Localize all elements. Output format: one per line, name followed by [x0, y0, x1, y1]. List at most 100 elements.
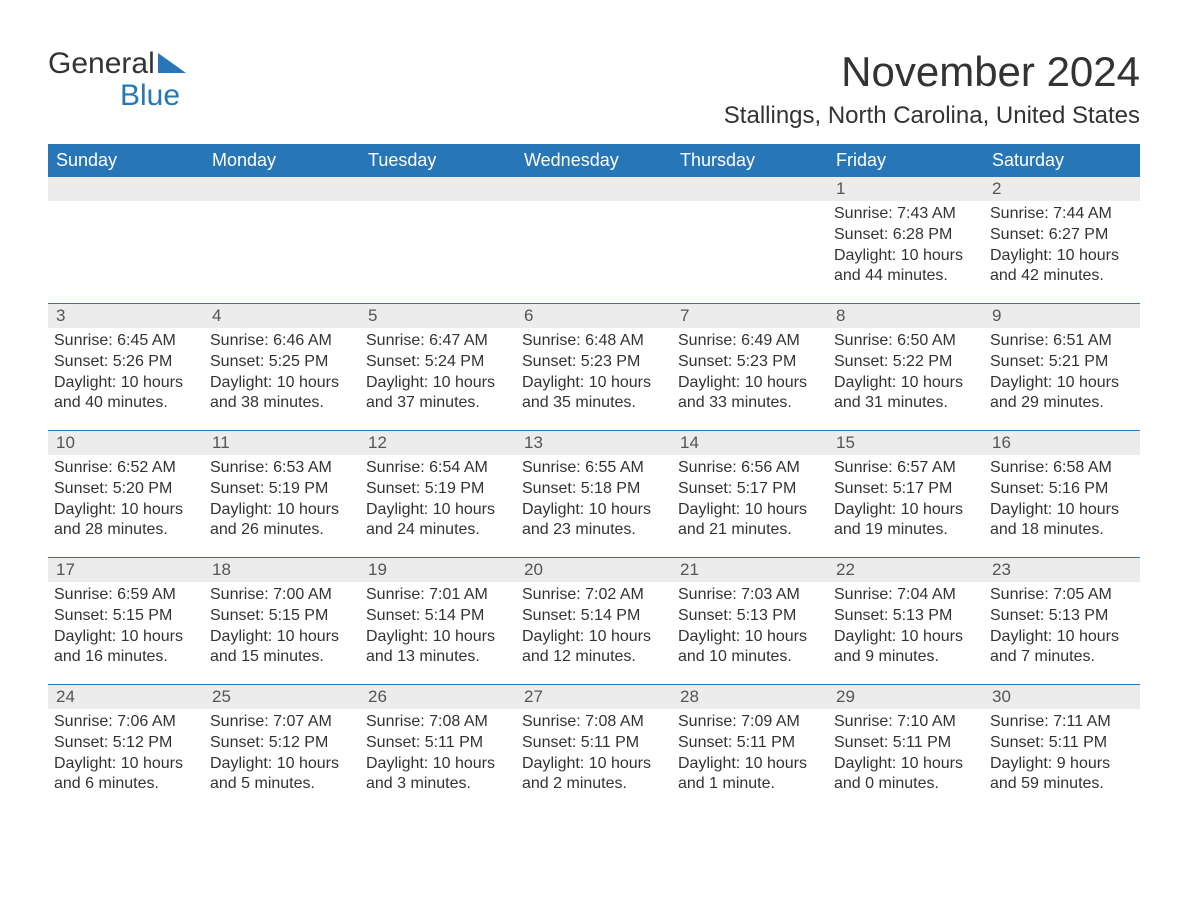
week-row: 17 Sunrise: 6:59 AM Sunset: 5:15 PM Dayligh… [48, 557, 1140, 684]
day-daylight2: and 23 minutes. [522, 520, 666, 541]
day-daylight2: and 28 minutes. [54, 520, 198, 541]
day-cell: 11Sunrise: 6:53 AMSunset: 5:19 PMDayligh… [204, 431, 360, 557]
day-number-wrap: . [672, 177, 828, 201]
day-sunset: Sunset: 5:15 PM [210, 606, 354, 627]
day-daylight1: Daylight: 10 hours [678, 754, 822, 775]
day-sunset: Sunset: 5:11 PM [834, 733, 978, 754]
day-sunrise: Sunrise: 7:08 AM [366, 712, 510, 733]
day-number-wrap: 18 [204, 558, 360, 582]
day-sunset: Sunset: 5:12 PM [54, 733, 198, 754]
day-cell: 10 Sunrise: 6:52 AMSunset: 5:20 PMDayligh… [48, 431, 204, 557]
day-header: Monday [204, 144, 360, 177]
day-sunset: Sunset: 5:19 PM [210, 479, 354, 500]
day-cell: 6Sunrise: 6:48 AMSunset: 5:23 PMDaylight… [516, 304, 672, 430]
week-row: 24Sunrise: 7:06 AMSunset: 5:12 PMDayligh… [48, 684, 1140, 811]
day-number: 26 [368, 687, 508, 707]
day-daylight2: and 6 minutes. [54, 774, 198, 795]
day-sunset: Sunset: 5:12 PM [210, 733, 354, 754]
day-number-wrap: 23 [984, 558, 1140, 582]
day-cell: . [48, 177, 204, 303]
day-cell: 8Sunrise: 6:50 AMSunset: 5:22 PMDaylight… [828, 304, 984, 430]
day-sunset: Sunset: 5:25 PM [210, 352, 354, 373]
day-cell: 20Sunrise: 7:02 AMSunset: 5:14 PMDayligh… [516, 558, 672, 684]
day-daylight2: and 21 minutes. [678, 520, 822, 541]
day-sunset: Sunset: 5:23 PM [522, 352, 666, 373]
day-number-wrap: 27 [516, 685, 672, 709]
day-sunrise: Sunrise: 6:50 AM [834, 331, 978, 352]
day-number-wrap: . [48, 177, 204, 201]
day-number-wrap: 26 [360, 685, 516, 709]
day-sunset: Sunset: 6:27 PM [990, 225, 1134, 246]
day-sunrise: Sunrise: 6:56 AM [678, 458, 822, 479]
day-cell: 13Sunrise: 6:55 AMSunset: 5:18 PMDayligh… [516, 431, 672, 557]
day-sunrise: Sunrise: 7:08 AM [522, 712, 666, 733]
day-number: 30 [992, 687, 1132, 707]
day-sunrise: Sunrise: 7:02 AM [522, 585, 666, 606]
day-sunset: Sunset: 5:17 PM [834, 479, 978, 500]
day-daylight2: and 15 minutes. [210, 647, 354, 668]
day-number-wrap: 3 [48, 304, 204, 328]
logo-triangle-icon [158, 48, 186, 80]
day-cell: 9Sunrise: 6:51 AMSunset: 5:21 PMDaylight… [984, 304, 1140, 430]
day-daylight2: and 13 minutes. [366, 647, 510, 668]
day-sunrise: Sunrise: 6:53 AM [210, 458, 354, 479]
day-number-wrap: 29 [828, 685, 984, 709]
day-daylight2: and 19 minutes. [834, 520, 978, 541]
day-number-wrap: 7 [672, 304, 828, 328]
day-number-wrap: 17 [48, 558, 204, 582]
day-cell: 12Sunrise: 6:54 AMSunset: 5:19 PMDayligh… [360, 431, 516, 557]
day-sunrise: Sunrise: 6:51 AM [990, 331, 1134, 352]
day-sunrise: Sunrise: 7:10 AM [834, 712, 978, 733]
day-daylight1: Daylight: 10 hours [834, 373, 978, 394]
day-daylight1: Daylight: 10 hours [54, 500, 198, 521]
day-daylight2: and 26 minutes. [210, 520, 354, 541]
day-cell: . [672, 177, 828, 303]
day-cell: 18Sunrise: 7:00 AMSunset: 5:15 PMDayligh… [204, 558, 360, 684]
week-row: 3Sunrise: 6:45 AMSunset: 5:26 PMDaylight… [48, 303, 1140, 430]
day-cell: 29Sunrise: 7:10 AMSunset: 5:11 PMDayligh… [828, 685, 984, 811]
day-number-wrap: 6 [516, 304, 672, 328]
day-cell: 15Sunrise: 6:57 AMSunset: 5:17 PMDayligh… [828, 431, 984, 557]
day-daylight2: and 16 minutes. [54, 647, 198, 668]
day-cell: 28Sunrise: 7:09 AMSunset: 5:11 PMDayligh… [672, 685, 828, 811]
day-cell: 7Sunrise: 6:49 AMSunset: 5:23 PMDaylight… [672, 304, 828, 430]
day-number: 17 [56, 560, 196, 580]
day-sunset: Sunset: 5:22 PM [834, 352, 978, 373]
day-sunset: Sunset: 5:13 PM [678, 606, 822, 627]
day-sunrise: Sunrise: 6:58 AM [990, 458, 1134, 479]
day-number-wrap: 14 [672, 431, 828, 455]
day-number: 21 [680, 560, 820, 580]
day-number: 3 [56, 306, 196, 326]
day-number-wrap: 25 [204, 685, 360, 709]
day-header: Wednesday [516, 144, 672, 177]
day-number-wrap: 16 [984, 431, 1140, 455]
day-sunrise: Sunrise: 6:59 AM [54, 585, 198, 606]
day-cell: 22Sunrise: 7:04 AMSunset: 5:13 PMDayligh… [828, 558, 984, 684]
day-number-wrap: 10 [48, 431, 204, 455]
day-daylight2: and 38 minutes. [210, 393, 354, 414]
header: General Blue November 2024 Stallings, No… [48, 48, 1140, 130]
day-daylight1: Daylight: 10 hours [522, 627, 666, 648]
day-daylight1: Daylight: 10 hours [522, 754, 666, 775]
day-sunrise: Sunrise: 7:07 AM [210, 712, 354, 733]
day-sunrise: Sunrise: 6:52 AM [54, 458, 198, 479]
day-daylight1: Daylight: 10 hours [834, 627, 978, 648]
day-daylight1: Daylight: 10 hours [678, 627, 822, 648]
day-number: 22 [836, 560, 976, 580]
day-number: 14 [680, 433, 820, 453]
day-daylight2: and 0 minutes. [834, 774, 978, 795]
day-sunset: Sunset: 5:20 PM [54, 479, 198, 500]
day-daylight1: Daylight: 10 hours [990, 627, 1134, 648]
day-sunrise: Sunrise: 7:44 AM [990, 204, 1134, 225]
day-sunset: Sunset: 5:16 PM [990, 479, 1134, 500]
month-title: November 2024 [724, 48, 1140, 96]
day-daylight2: and 7 minutes. [990, 647, 1134, 668]
day-sunrise: Sunrise: 6:45 AM [54, 331, 198, 352]
day-cell: 26Sunrise: 7:08 AMSunset: 5:11 PMDayligh… [360, 685, 516, 811]
day-number-wrap: 30 [984, 685, 1140, 709]
day-header-row: SundayMondayTuesdayWednesdayThursdayFrid… [48, 144, 1140, 177]
day-number-wrap: 20 [516, 558, 672, 582]
day-daylight2: and 59 minutes. [990, 774, 1134, 795]
day-sunset: Sunset: 5:19 PM [366, 479, 510, 500]
day-number-wrap: . [204, 177, 360, 201]
